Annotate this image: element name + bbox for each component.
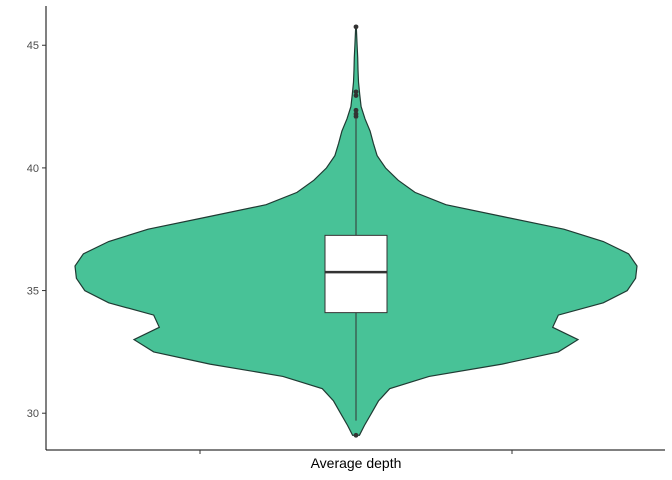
outlier-point [353,93,359,98]
outlier-point [353,432,359,438]
y-axis-ticks: 30 35 40 45 [27,40,46,420]
x-category-label: Average depth [311,455,402,471]
outlier-point [353,24,359,30]
box-plot [324,118,388,421]
y-tick-label: 30 [27,408,39,420]
outlier-points [353,24,359,438]
outlier-point [353,107,359,113]
y-tick-label: 45 [27,40,39,52]
outlier-point [353,89,359,95]
box-iqr [324,234,388,314]
y-tick-label: 40 [27,163,39,175]
outlier-point [353,111,359,117]
y-tick-label: 35 [27,286,39,298]
